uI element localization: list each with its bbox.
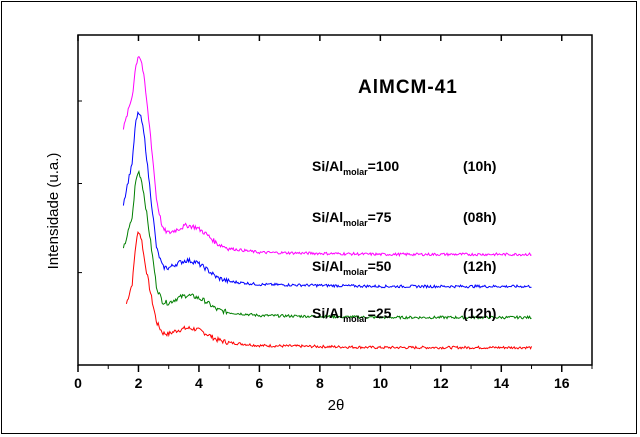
- series-label-1: Si/Almolar=50: [312, 258, 392, 277]
- x-tick-label-1: 2: [135, 375, 143, 391]
- chart-title: AlMCM-41: [358, 77, 458, 98]
- series-line-2: [122, 110, 532, 289]
- x-tick-label-5: 10: [373, 375, 389, 391]
- x-axis-label: 2θ: [328, 397, 345, 414]
- series-time-label-2: (08h): [463, 209, 496, 225]
- x-tick-label-7: 14: [494, 375, 510, 391]
- series-label-3: Si/Almolar=100: [312, 158, 399, 177]
- x-tick-label-4: 8: [316, 375, 324, 391]
- x-ticks-group: 0 2 4 6 8 10 12 14 16: [74, 35, 593, 391]
- series-label-2: Si/Almolar=75: [312, 209, 392, 228]
- plot-border: [77, 34, 593, 366]
- y-axis-label: Intensidade (u.a.): [45, 153, 62, 270]
- x-tick-label-6: 12: [433, 375, 449, 391]
- series-time-label-0: (12h): [463, 305, 496, 321]
- x-tick-label-3: 6: [256, 375, 264, 391]
- axes-group: [77, 34, 593, 366]
- x-tick-label-2: 4: [195, 375, 203, 391]
- series-line-1: [122, 169, 532, 321]
- x-tick-label-8: 16: [554, 375, 570, 391]
- series-time-label-1: (12h): [463, 258, 496, 274]
- x-tick-label-0: 0: [74, 375, 82, 391]
- series-time-label-3: (10h): [463, 158, 496, 174]
- series-line-0: [125, 231, 532, 350]
- series-labels-group: Si/Almolar=25 (12h) Si/Almolar=50 (12h) Si/A…: [312, 158, 496, 324]
- series-label-0: Si/Almolar=25: [312, 305, 392, 324]
- series-line-3: [122, 55, 532, 258]
- series-group: [122, 55, 532, 350]
